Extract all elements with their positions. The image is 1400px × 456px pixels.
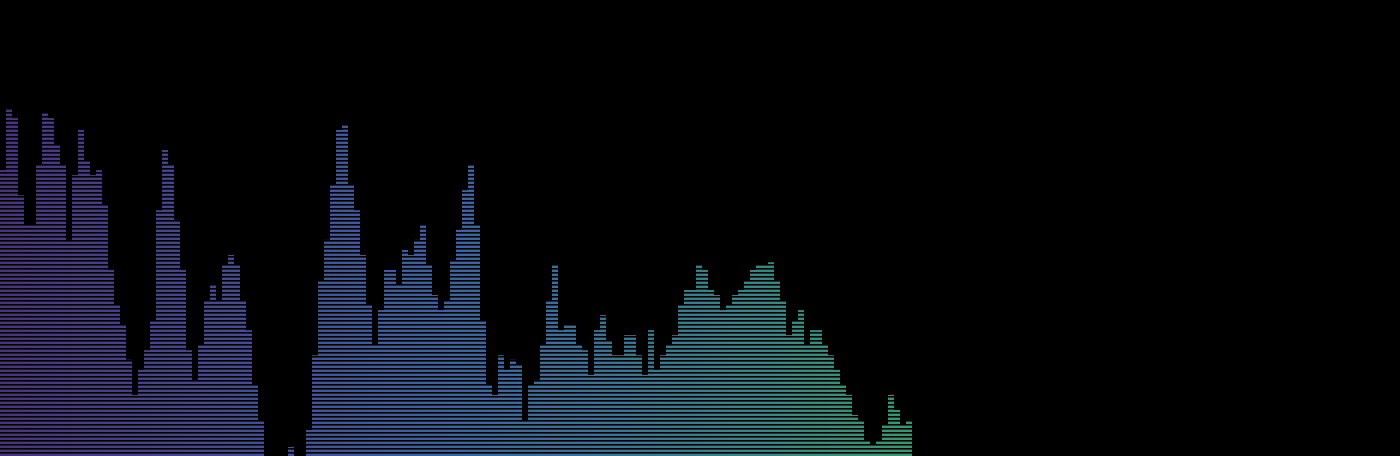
scanlines xyxy=(0,0,1400,456)
visualizer xyxy=(0,0,1400,456)
page: (() => { const data = JSON.parse(documen… xyxy=(0,0,1400,456)
